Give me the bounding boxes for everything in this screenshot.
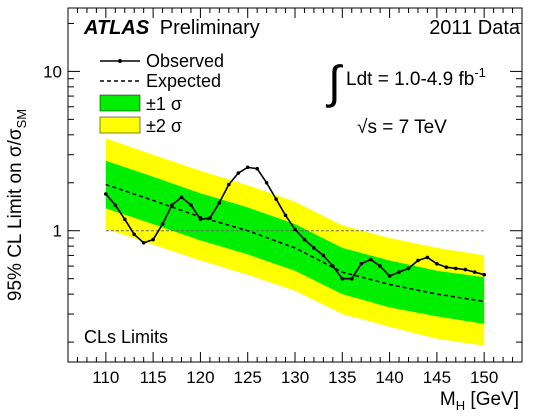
observed-point	[160, 222, 165, 226]
legend-band2-swatch	[99, 116, 141, 134]
observed-point	[151, 237, 155, 242]
legend-observed: Observed	[100, 51, 224, 71]
observed-point	[416, 258, 420, 263]
x-tick-label: 135	[328, 368, 356, 387]
legend-expected: Expected	[100, 71, 221, 91]
energy-label: √s = 7 TeV	[357, 117, 447, 138]
lumi-exponent: -1	[474, 65, 486, 80]
observed-point	[208, 216, 212, 220]
observed-point	[283, 213, 288, 218]
observed-point	[350, 276, 354, 281]
legend-expected-label: Expected	[146, 71, 221, 91]
x-tick-label: 125	[234, 368, 262, 387]
x-axis-title-main: M	[440, 389, 456, 410]
observed-point	[340, 276, 345, 281]
observed-point	[435, 262, 439, 266]
series-layer	[104, 165, 487, 303]
legend-band1-swatch	[99, 94, 141, 112]
atlas-word: ATLAS	[83, 17, 150, 39]
legend-band2-label: ±2 σ	[146, 116, 182, 136]
observed-point	[302, 237, 307, 242]
observed-point	[170, 203, 174, 207]
sqrt-sign: √	[357, 117, 368, 138]
observed-point	[141, 241, 146, 245]
x-tick-label: 120	[186, 368, 214, 387]
observed-point	[463, 267, 468, 272]
legend-observed-marker	[118, 59, 122, 63]
observed-point	[472, 270, 477, 274]
x-axis-title: MH [GeV]	[440, 389, 519, 413]
lumi-label: Ldt = 1.0-4.9 fb-1	[346, 65, 486, 90]
atlas-label: ATLAS Preliminary	[83, 17, 260, 39]
y-tick-label: 1	[53, 222, 62, 241]
observed-point	[321, 253, 326, 258]
legend-observed-label: Observed	[146, 51, 224, 71]
observed-point	[387, 274, 392, 278]
observed-point	[359, 262, 364, 266]
y-tick-label: 10	[43, 62, 62, 81]
observed-point	[444, 265, 449, 270]
observed-point	[113, 203, 118, 207]
observed-point	[406, 266, 411, 271]
observed-point	[217, 200, 222, 205]
observed-point	[123, 217, 127, 222]
legend-band2: ±2 σ	[99, 116, 182, 136]
legend-band1: ±1 σ	[99, 94, 182, 114]
x-tick-label: 115	[140, 368, 167, 387]
observed-point	[293, 227, 297, 232]
observed-point	[104, 192, 108, 196]
observed-point	[482, 272, 487, 277]
observed-point	[331, 264, 335, 268]
observed-point	[312, 246, 316, 250]
expected-line	[105, 183, 485, 303]
observed-point	[368, 257, 373, 262]
legend-band1-label: ±1 σ	[146, 94, 182, 114]
observed-point	[255, 166, 259, 171]
observed-point	[245, 165, 250, 170]
y-axis-title: 95% CL Limit on σ/σSM	[5, 109, 29, 301]
x-tick-label: 150	[470, 368, 498, 387]
lumi-text: Ldt = 1.0-4.9 fb	[346, 69, 474, 90]
y-axis-title-main: 95% CL Limit on σ/σ	[5, 128, 26, 301]
bands-layer	[105, 138, 485, 346]
method-label: CLs Limits	[84, 327, 168, 347]
legend: Observed Expected ±1 σ ±2 σ	[99, 51, 224, 136]
x-axis-title-unit: [GeV]	[465, 389, 519, 410]
observed-point	[189, 203, 193, 207]
energy-text: s = 7 TeV	[367, 117, 447, 138]
x-tick-label: 130	[281, 368, 309, 387]
observed-point	[132, 232, 136, 237]
integral-sign: ∫	[325, 56, 343, 108]
band-1sigma	[105, 160, 485, 324]
x-axis-title-sub: H	[456, 398, 465, 413]
preliminary-word: Preliminary	[160, 17, 260, 39]
observed-point	[264, 181, 269, 185]
y-axis-title-sub: SM	[14, 109, 29, 129]
observed-point	[454, 266, 458, 271]
observed-point	[425, 255, 430, 260]
observed-point	[378, 264, 382, 268]
observed-point	[179, 195, 184, 200]
dataset-label: 2011 Data	[429, 17, 521, 39]
observed-point	[274, 197, 278, 201]
observed-point	[236, 171, 241, 175]
observed-point	[397, 270, 401, 274]
x-tick-label: 140	[375, 368, 403, 387]
observed-point	[227, 182, 231, 187]
x-tick-label: 145	[423, 368, 451, 387]
observed-point	[198, 217, 203, 222]
x-tick-label: 110	[92, 368, 119, 387]
